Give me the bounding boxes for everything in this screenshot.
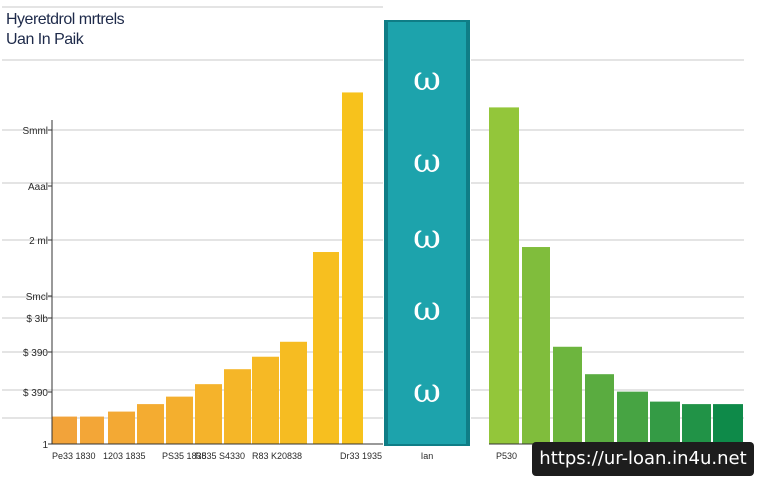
y-tick-label: $ 3lb xyxy=(26,314,48,325)
bar-left-11 xyxy=(342,92,363,444)
bar-left-3 xyxy=(108,411,135,444)
bar-right-8 xyxy=(713,404,743,444)
chart-subtitle: Uan In Paik xyxy=(6,31,84,48)
y-tick-label: 2 ml xyxy=(29,236,48,247)
y-tick-label: 1 xyxy=(42,440,48,451)
bar-left-2 xyxy=(80,416,104,444)
bar-right-2 xyxy=(522,247,550,444)
wavy-glyph-icon: ω xyxy=(413,371,441,411)
bar-right-1 xyxy=(489,107,519,445)
wavy-glyph-icon: ω xyxy=(413,217,441,257)
bar-left-7 xyxy=(224,369,251,444)
x-tick-label: Dr33 1935 xyxy=(340,451,382,461)
bar-right-7 xyxy=(682,404,711,444)
wavy-glyph-icon: ω xyxy=(413,289,441,329)
bar-right-5 xyxy=(617,391,648,444)
x-tick-label: PS35 1835 xyxy=(162,451,207,461)
bar-right-3 xyxy=(553,346,582,444)
bar-left-1 xyxy=(52,416,77,444)
bar-right-4 xyxy=(585,374,614,444)
y-tick-label: Smcl xyxy=(26,292,48,303)
chart-title: Hyeretdrol mrtrels xyxy=(6,11,125,28)
y-tick-label: Smml xyxy=(22,126,48,137)
bar-left-4 xyxy=(137,404,164,444)
x-tick-label: R83 K20838 xyxy=(252,451,302,461)
bar-left-9 xyxy=(280,341,307,444)
center-panel xyxy=(388,22,466,444)
x-tick-label: P530 xyxy=(496,451,517,461)
bar-left-5 xyxy=(166,396,193,444)
bar-left-8 xyxy=(252,356,279,444)
bar-left-6 xyxy=(195,384,222,444)
bar-left-10 xyxy=(313,252,339,444)
wavy-glyph-icon: ω xyxy=(413,141,441,181)
y-tick-label: $ 390 xyxy=(23,348,48,359)
wavy-glyph-icon: ω xyxy=(413,59,441,99)
y-tick-label: $ 390 xyxy=(23,388,48,399)
bar-right-6 xyxy=(650,401,680,444)
x-tick-label: 1203 1835 xyxy=(103,451,146,461)
x-tick-label: Pe33 1830 xyxy=(52,451,96,461)
watermark-url[interactable]: https://ur-loan.in4u.net xyxy=(532,442,754,476)
y-tick-label: Aaal xyxy=(28,182,48,193)
center-label: Ian xyxy=(421,451,434,461)
x-tick-label: R835 S4330 xyxy=(195,451,245,461)
